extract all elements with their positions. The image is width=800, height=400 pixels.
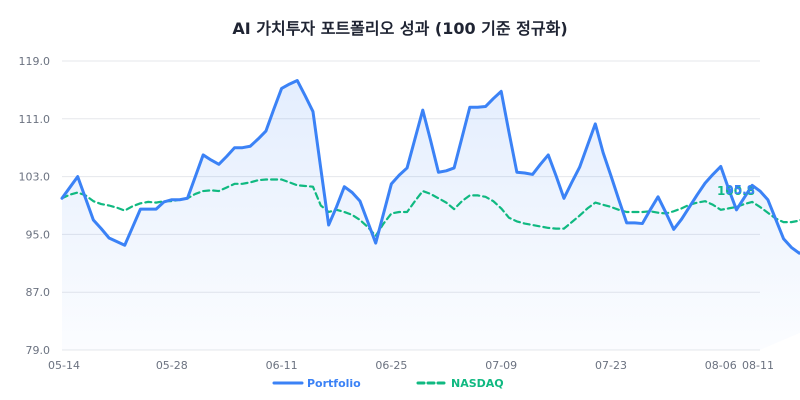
y-tick-label: 95.0 <box>26 228 51 241</box>
portfolio-area-fill <box>62 80 800 350</box>
x-tick-label: 06-11 <box>266 359 298 372</box>
portfolio-area <box>62 80 800 350</box>
legend-label-nasdaq: NASDAQ <box>451 377 504 390</box>
y-tick-label: 79.0 <box>26 344 51 357</box>
x-tick-label: 08-06 <box>705 359 737 372</box>
x-tick-label: 05-14 <box>48 359 80 372</box>
legend: Portfolio NASDAQ <box>272 377 504 390</box>
y-tick-label: 87.0 <box>26 286 51 299</box>
y-tick-label: 103.0 <box>19 171 51 184</box>
x-tick-label: 07-23 <box>595 359 627 372</box>
x-tick-labels: 05-14 05-28 06-11 06-25 07-09 07-23 08-06 08-11 <box>48 359 774 372</box>
end-labels: 100.895.8 <box>717 183 755 198</box>
chart-title: AI 가치투자 포트폴리오 성과 (100 기준 정규화) <box>232 19 567 38</box>
end-label-nasdaq: 100.8 <box>717 184 755 198</box>
x-tick-label: 06-25 <box>375 359 407 372</box>
legend-label-portfolio: Portfolio <box>307 377 361 390</box>
series-line-nasdaq <box>60 178 800 237</box>
x-tick-label: 07-09 <box>485 359 517 372</box>
end-label-portfolio: 95.8 <box>725 183 755 197</box>
y-tick-label: 119.0 <box>19 55 51 68</box>
y-tick-labels: 79.0 87.0 95.0 103.0 111.0 119.0 <box>19 55 51 357</box>
x-tick-label: 05-28 <box>156 359 188 372</box>
series-line-portfolio <box>60 79 800 255</box>
series-lines <box>60 79 800 255</box>
y-tick-label: 111.0 <box>19 113 51 126</box>
x-tick-label: 08-11 <box>742 359 774 372</box>
